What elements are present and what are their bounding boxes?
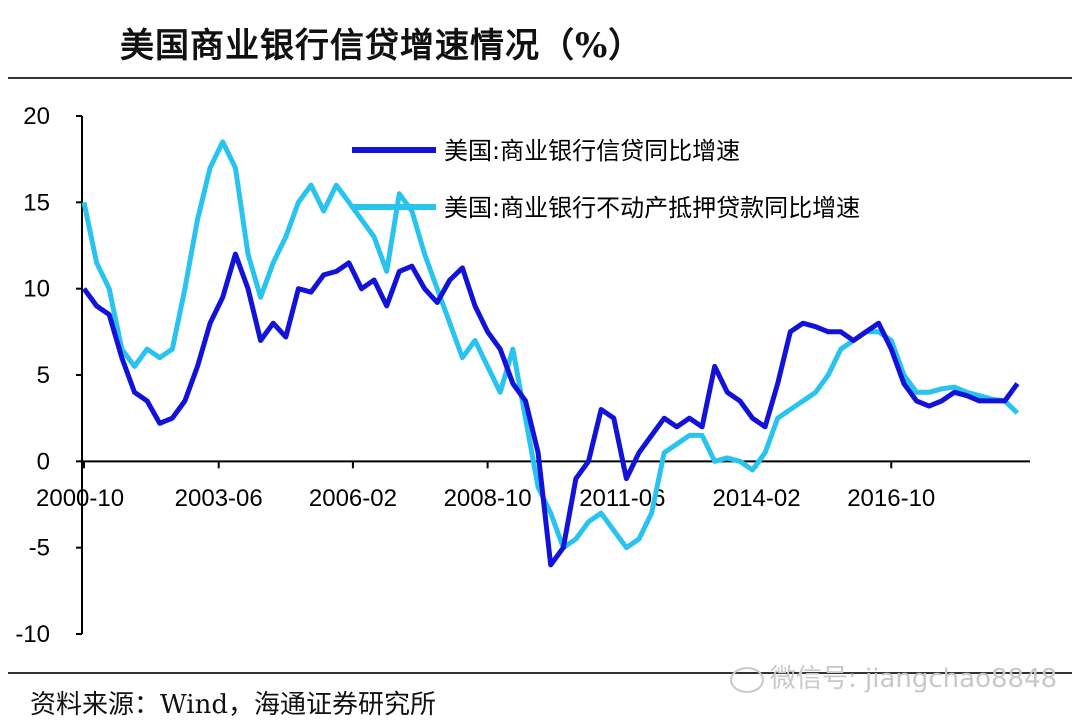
y-tick-label: 10	[23, 276, 50, 303]
watermark: 微信号: jiangchao8848	[730, 658, 1057, 695]
x-tick-label: 2006-02	[309, 485, 397, 512]
x-tick-label: 2008-10	[444, 485, 532, 512]
chart-axes: -10 -5 0 5 10 15 20 2000-10 2003-06 2006-02 2008-1…	[15, 103, 1030, 648]
y-tick-label: 5	[37, 362, 50, 389]
watermark-text: 微信号: jiangchao8848	[770, 664, 1058, 694]
x-tick-label: 2016-10	[847, 485, 935, 512]
legend-label-1: 美国:商业银行信贷同比增速	[444, 137, 740, 165]
legend-label-2: 美国:商业银行不动产抵押贷款同比增速	[444, 194, 860, 222]
y-tick-label: 15	[23, 189, 50, 216]
series-line-1	[81, 251, 1020, 568]
x-tick-label: 2003-06	[175, 485, 263, 512]
chart: -10 -5 0 5 10 15 20 2000-10 2003-06 2006-02 2008-1…	[15, 103, 1030, 648]
source-note: 资料来源：Wind，海通证券研究所	[30, 690, 436, 720]
y-tick-label: 20	[23, 103, 50, 130]
chart-title: 美国商业银行信贷增速情况（%）	[120, 26, 644, 66]
y-tick-label: -5	[29, 535, 50, 562]
x-tick-label: 2000-10	[36, 485, 124, 512]
bottom-divider	[8, 672, 1072, 674]
chart-series	[81, 139, 1020, 568]
y-tick-label: 0	[37, 448, 50, 475]
wechat-icon	[730, 666, 764, 693]
top-divider	[8, 77, 1072, 79]
x-tick-label: 2014-02	[713, 485, 801, 512]
y-tick-label: -10	[15, 621, 50, 648]
